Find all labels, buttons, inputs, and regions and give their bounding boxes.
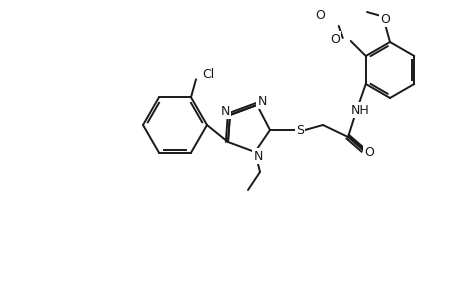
Text: N: N [257, 94, 266, 107]
Text: O: O [363, 146, 373, 158]
Text: Cl: Cl [202, 68, 213, 81]
Text: N: N [220, 104, 229, 118]
Text: N: N [253, 149, 262, 163]
Text: O: O [314, 8, 324, 22]
Text: O: O [379, 13, 389, 26]
Text: S: S [295, 124, 303, 136]
Text: NH: NH [350, 103, 369, 116]
Text: O: O [329, 32, 339, 46]
